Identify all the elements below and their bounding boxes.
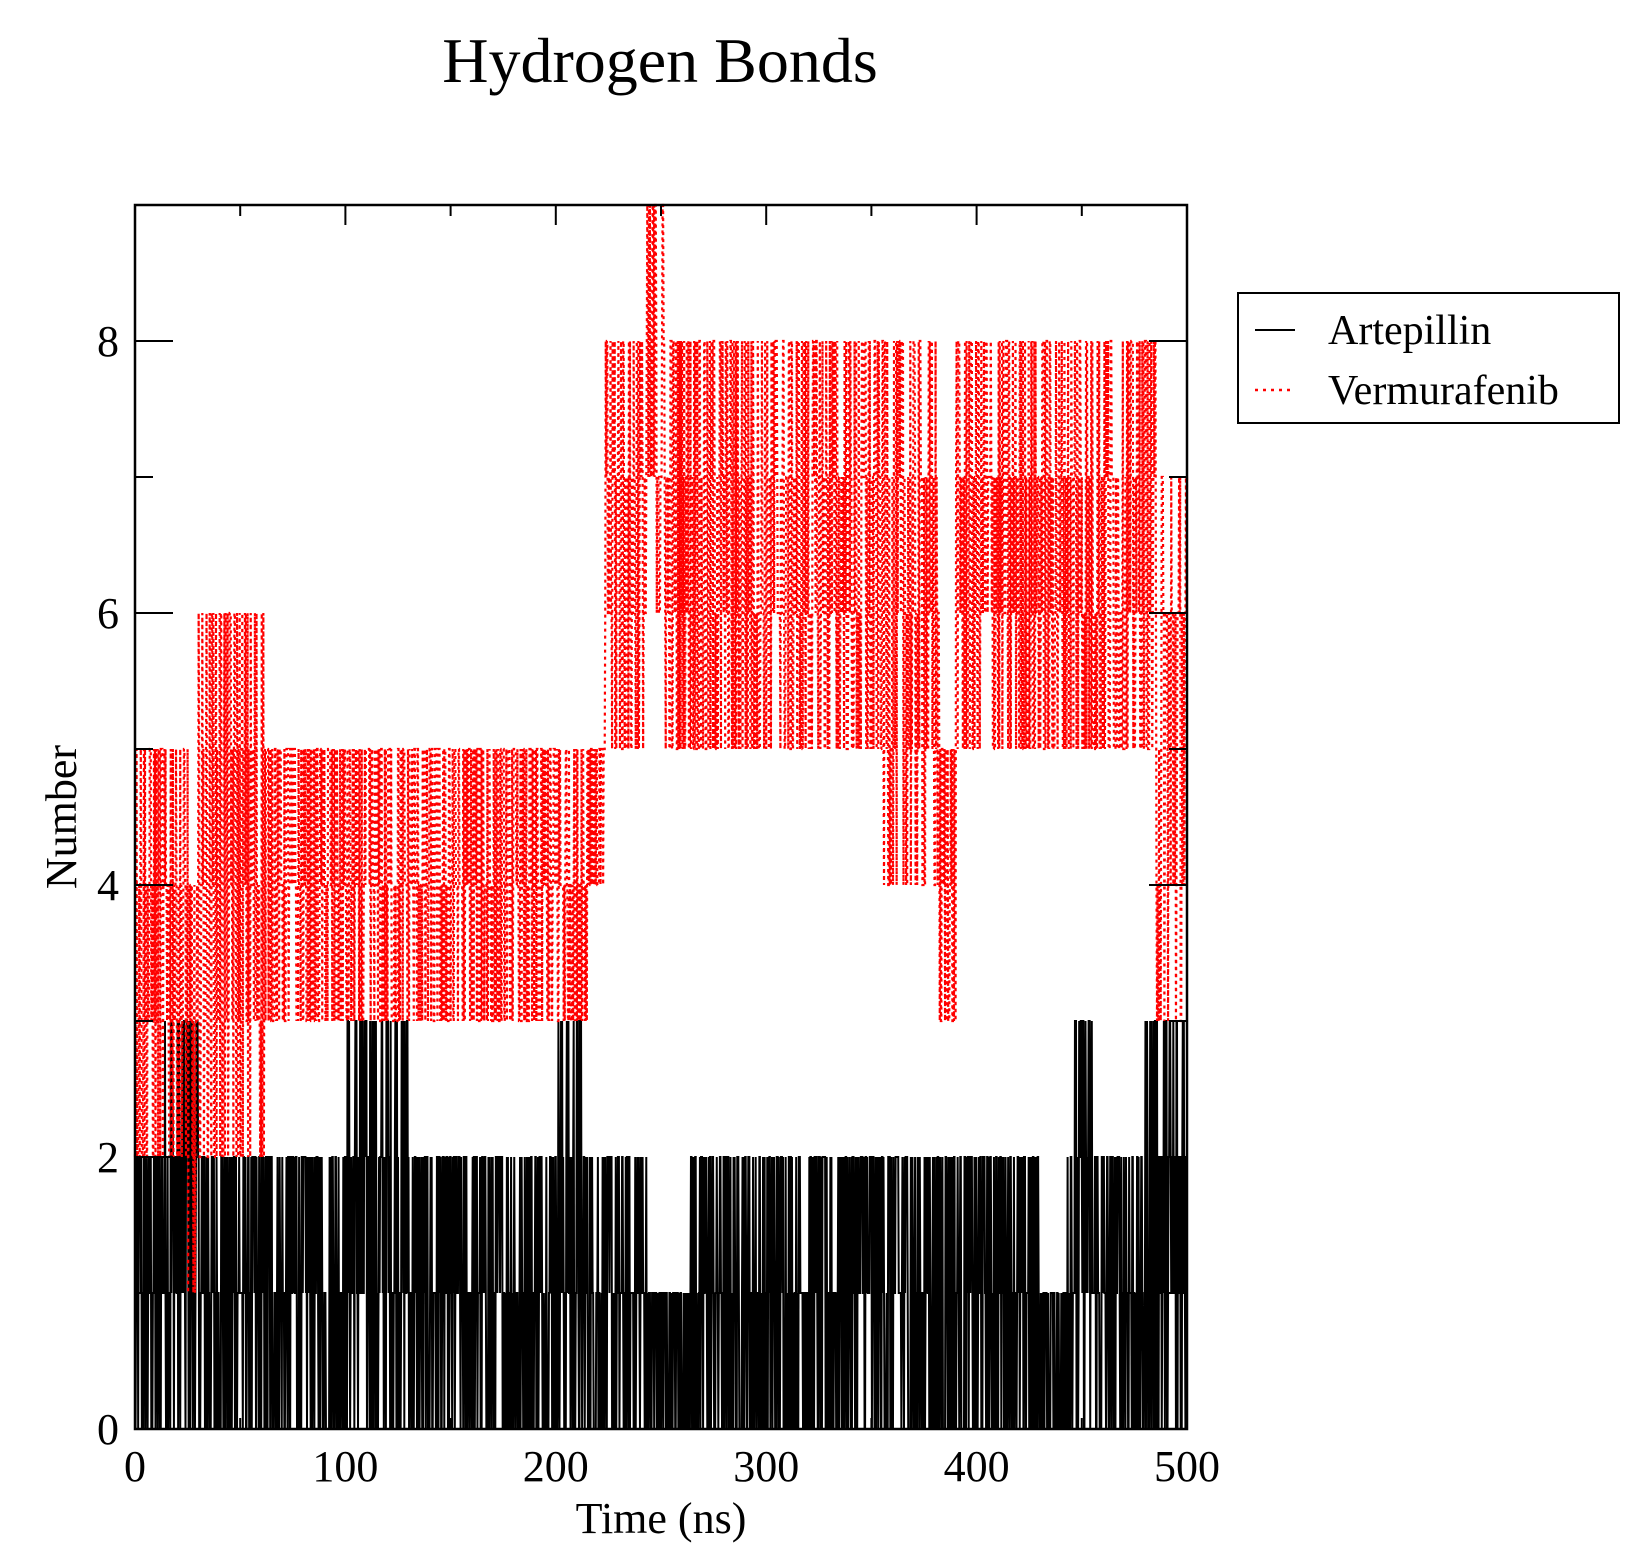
x-tick-label: 400 — [944, 1442, 1010, 1491]
legend: Artepillin Vermurafenib — [1237, 292, 1620, 424]
y-axis-label: Number — [37, 745, 86, 890]
x-tick-label: 0 — [124, 1442, 146, 1491]
y-tick-label: 4 — [97, 861, 119, 910]
x-tick-label: 500 — [1154, 1442, 1220, 1491]
tick-layer: 0 100 200 300 400 500 0 2 4 6 8 — [97, 204, 1220, 1491]
series-layer — [133, 203, 1189, 1430]
x-tick-label: 200 — [523, 1442, 589, 1491]
y-tick-label: 0 — [97, 1405, 119, 1454]
legend-label-vermurafenib: Vermurafenib — [1328, 368, 1559, 414]
x-tick-label: 300 — [733, 1442, 799, 1491]
y-tick-label: 2 — [97, 1133, 119, 1182]
x-axis-label: Time (ns) — [576, 1494, 747, 1543]
legend-label-artepillin: Artepillin — [1328, 308, 1491, 354]
y-tick-label: 6 — [97, 589, 119, 638]
chart-title: Hydrogen Bonds — [442, 25, 878, 96]
y-tick-label: 8 — [97, 317, 119, 366]
series-line-artepillin — [134, 1020, 1188, 1430]
legend-box — [1237, 292, 1620, 424]
series-line-vermurafenib — [133, 203, 1189, 1294]
x-tick-label: 100 — [312, 1442, 378, 1491]
